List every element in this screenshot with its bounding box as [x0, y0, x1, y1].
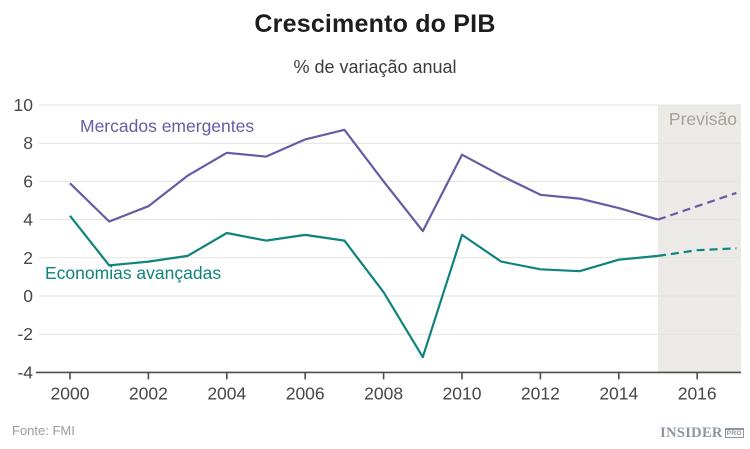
- x-tick-label-2012: 2012: [521, 383, 560, 403]
- y-tick-label--2: -2: [17, 324, 33, 344]
- series-line-mercados-emergentes: [69, 128, 659, 233]
- brand-name: INSIDER: [660, 425, 723, 441]
- brand-suffix: PRO: [724, 427, 744, 438]
- x-tick-label-2014: 2014: [599, 383, 638, 403]
- series-forecast-line-economias-avancadas: [657, 247, 737, 257]
- forecast-label: Previsão: [668, 109, 737, 129]
- x-tick-label-2002: 2002: [129, 383, 168, 403]
- source-label: Fonte: FMI: [12, 423, 75, 438]
- x-tick-label-2000: 2000: [51, 383, 90, 403]
- series-forecast-line-mercados-emergentes: [657, 191, 737, 221]
- y-tick-label-4: 4: [23, 210, 33, 230]
- y-tick-label--4: -4: [17, 362, 33, 382]
- series-line-economias-avancadas: [69, 215, 659, 359]
- x-tick-label-2004: 2004: [207, 383, 246, 403]
- x-tick-label-2006: 2006: [286, 383, 325, 403]
- insider-pro-logo: INSIDER PRO: [660, 424, 744, 442]
- y-tick-label-10: 10: [14, 95, 34, 115]
- y-tick-label-6: 6: [23, 171, 33, 191]
- legend-label-economias-avancadas: Economias avançadas: [45, 263, 222, 283]
- legend-label-mercados-emergentes: Mercados emergentes: [80, 116, 255, 136]
- chart-subtitle: % de variação anual: [293, 57, 457, 77]
- x-tick-label-2016: 2016: [678, 383, 717, 403]
- chart-title: Crescimento do PIB: [254, 10, 496, 38]
- x-tick-label-2010: 2010: [443, 383, 482, 403]
- y-tick-label-2: 2: [23, 248, 33, 268]
- x-tick-label-2008: 2008: [364, 383, 403, 403]
- forecast-band: [658, 105, 741, 373]
- y-tick-label-0: 0: [23, 286, 33, 306]
- y-tick-label-8: 8: [23, 133, 33, 153]
